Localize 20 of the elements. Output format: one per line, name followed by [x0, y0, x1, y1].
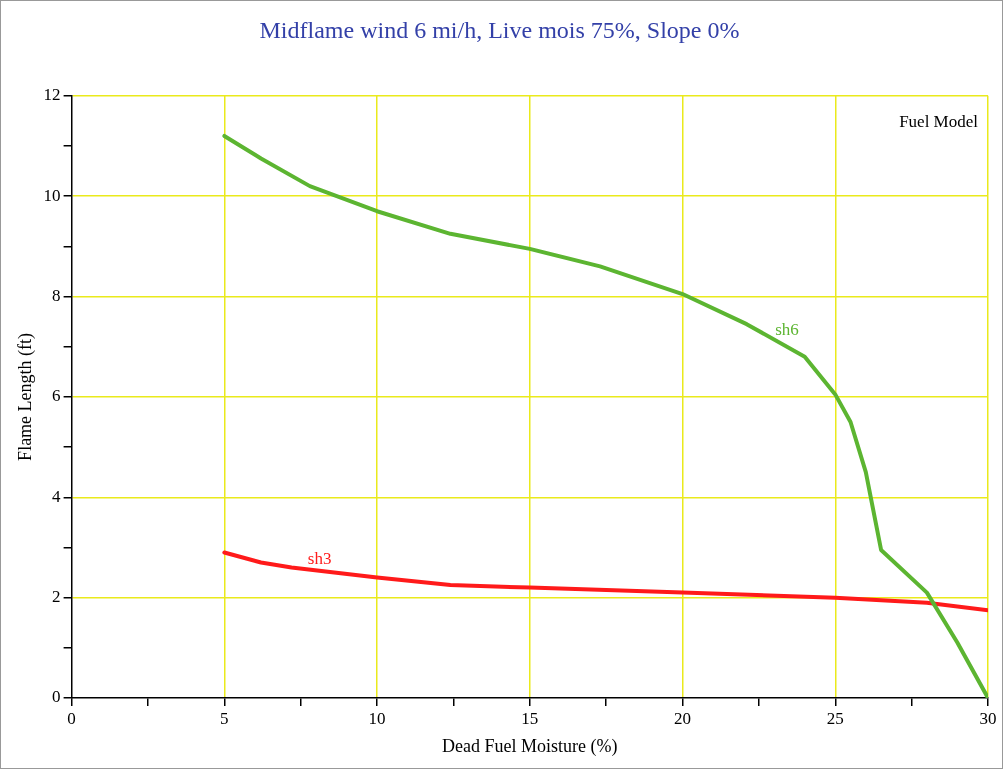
- x-tick-label: 0: [67, 708, 76, 728]
- x-tick-label: 20: [674, 708, 692, 728]
- y-axis-title: Flame Length (ft): [14, 332, 36, 461]
- series-label: sh3: [307, 548, 332, 568]
- y-tick-label: 12: [43, 85, 61, 105]
- x-tick-label: 10: [368, 708, 386, 728]
- x-tick-label: 30: [979, 708, 997, 728]
- y-tick-label: 2: [52, 587, 61, 607]
- y-tick-label: 8: [52, 286, 61, 305]
- x-tick-label: 5: [220, 708, 229, 728]
- annotation: Fuel Model: [899, 111, 979, 131]
- y-tick-label: 4: [52, 486, 62, 506]
- x-tick-label: 15: [521, 708, 539, 728]
- x-axis-title: Dead Fuel Moisture (%): [442, 735, 618, 757]
- x-tick-label: 25: [826, 708, 844, 728]
- series-label: sh6: [775, 320, 799, 340]
- y-tick-label: 0: [52, 687, 61, 707]
- y-tick-label: 6: [52, 386, 61, 406]
- chart-title: Midflame wind 6 mi/h, Live mois 75%, Slope 0%: [259, 16, 740, 43]
- y-tick-label: 10: [43, 185, 61, 205]
